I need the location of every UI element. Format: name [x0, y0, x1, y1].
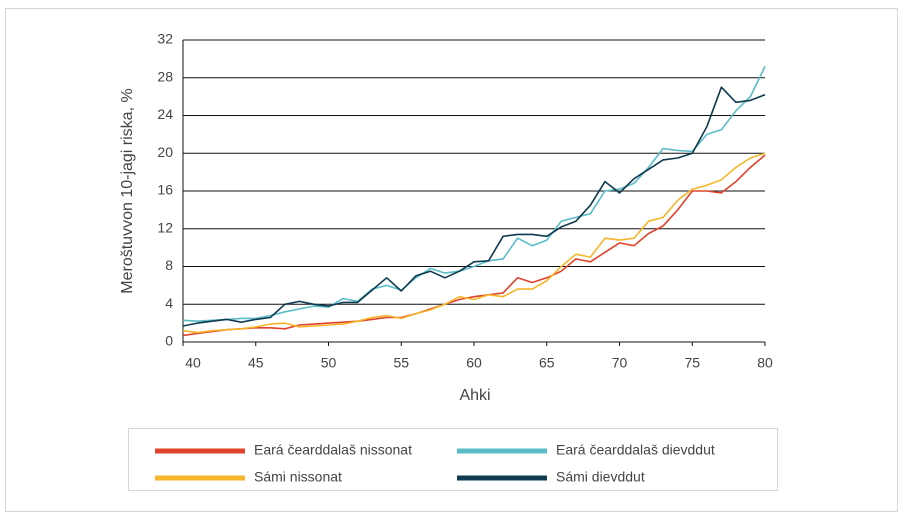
frame [5, 8, 898, 512]
x-tick-label: 65 [539, 355, 555, 371]
series-line [182, 66, 766, 322]
legend-label: Eará čearddalaš nissonat [254, 442, 412, 458]
series-line [182, 152, 766, 334]
x-tick-label: 55 [393, 355, 409, 371]
series-line [182, 86, 766, 327]
y-axis-label: Meroštuvvon 10-jagi riska, % [119, 88, 136, 293]
x-tick-label: 60 [466, 355, 482, 371]
series-line [182, 154, 766, 337]
y-tick-label: 4 [165, 295, 173, 311]
legend-label: Sámi nissonat [254, 469, 342, 485]
y-tick-label: 0 [165, 333, 173, 349]
y-tick-label: 32 [157, 31, 173, 47]
y-tick-label: 20 [157, 144, 173, 160]
x-tick-label: 80 [757, 355, 773, 371]
x-tick-label: 50 [321, 355, 337, 371]
legend-label: Eará čearddalaš dievddut [556, 442, 715, 458]
legend-label: Sámi dievddut [556, 469, 645, 485]
x-tick-label: 75 [684, 355, 700, 371]
y-tick-label: 24 [157, 106, 173, 122]
x-tick-label: 70 [612, 355, 628, 371]
x-tick-label: 40 [185, 355, 201, 371]
y-tick-label: 16 [157, 182, 173, 198]
y-tick-label: 28 [157, 68, 173, 84]
legend [128, 428, 778, 491]
y-tick-label: 8 [165, 257, 173, 273]
y-tick-label: 12 [157, 219, 173, 235]
x-tick-label: 45 [248, 355, 264, 371]
x-axis-label: Ahki [459, 387, 490, 404]
